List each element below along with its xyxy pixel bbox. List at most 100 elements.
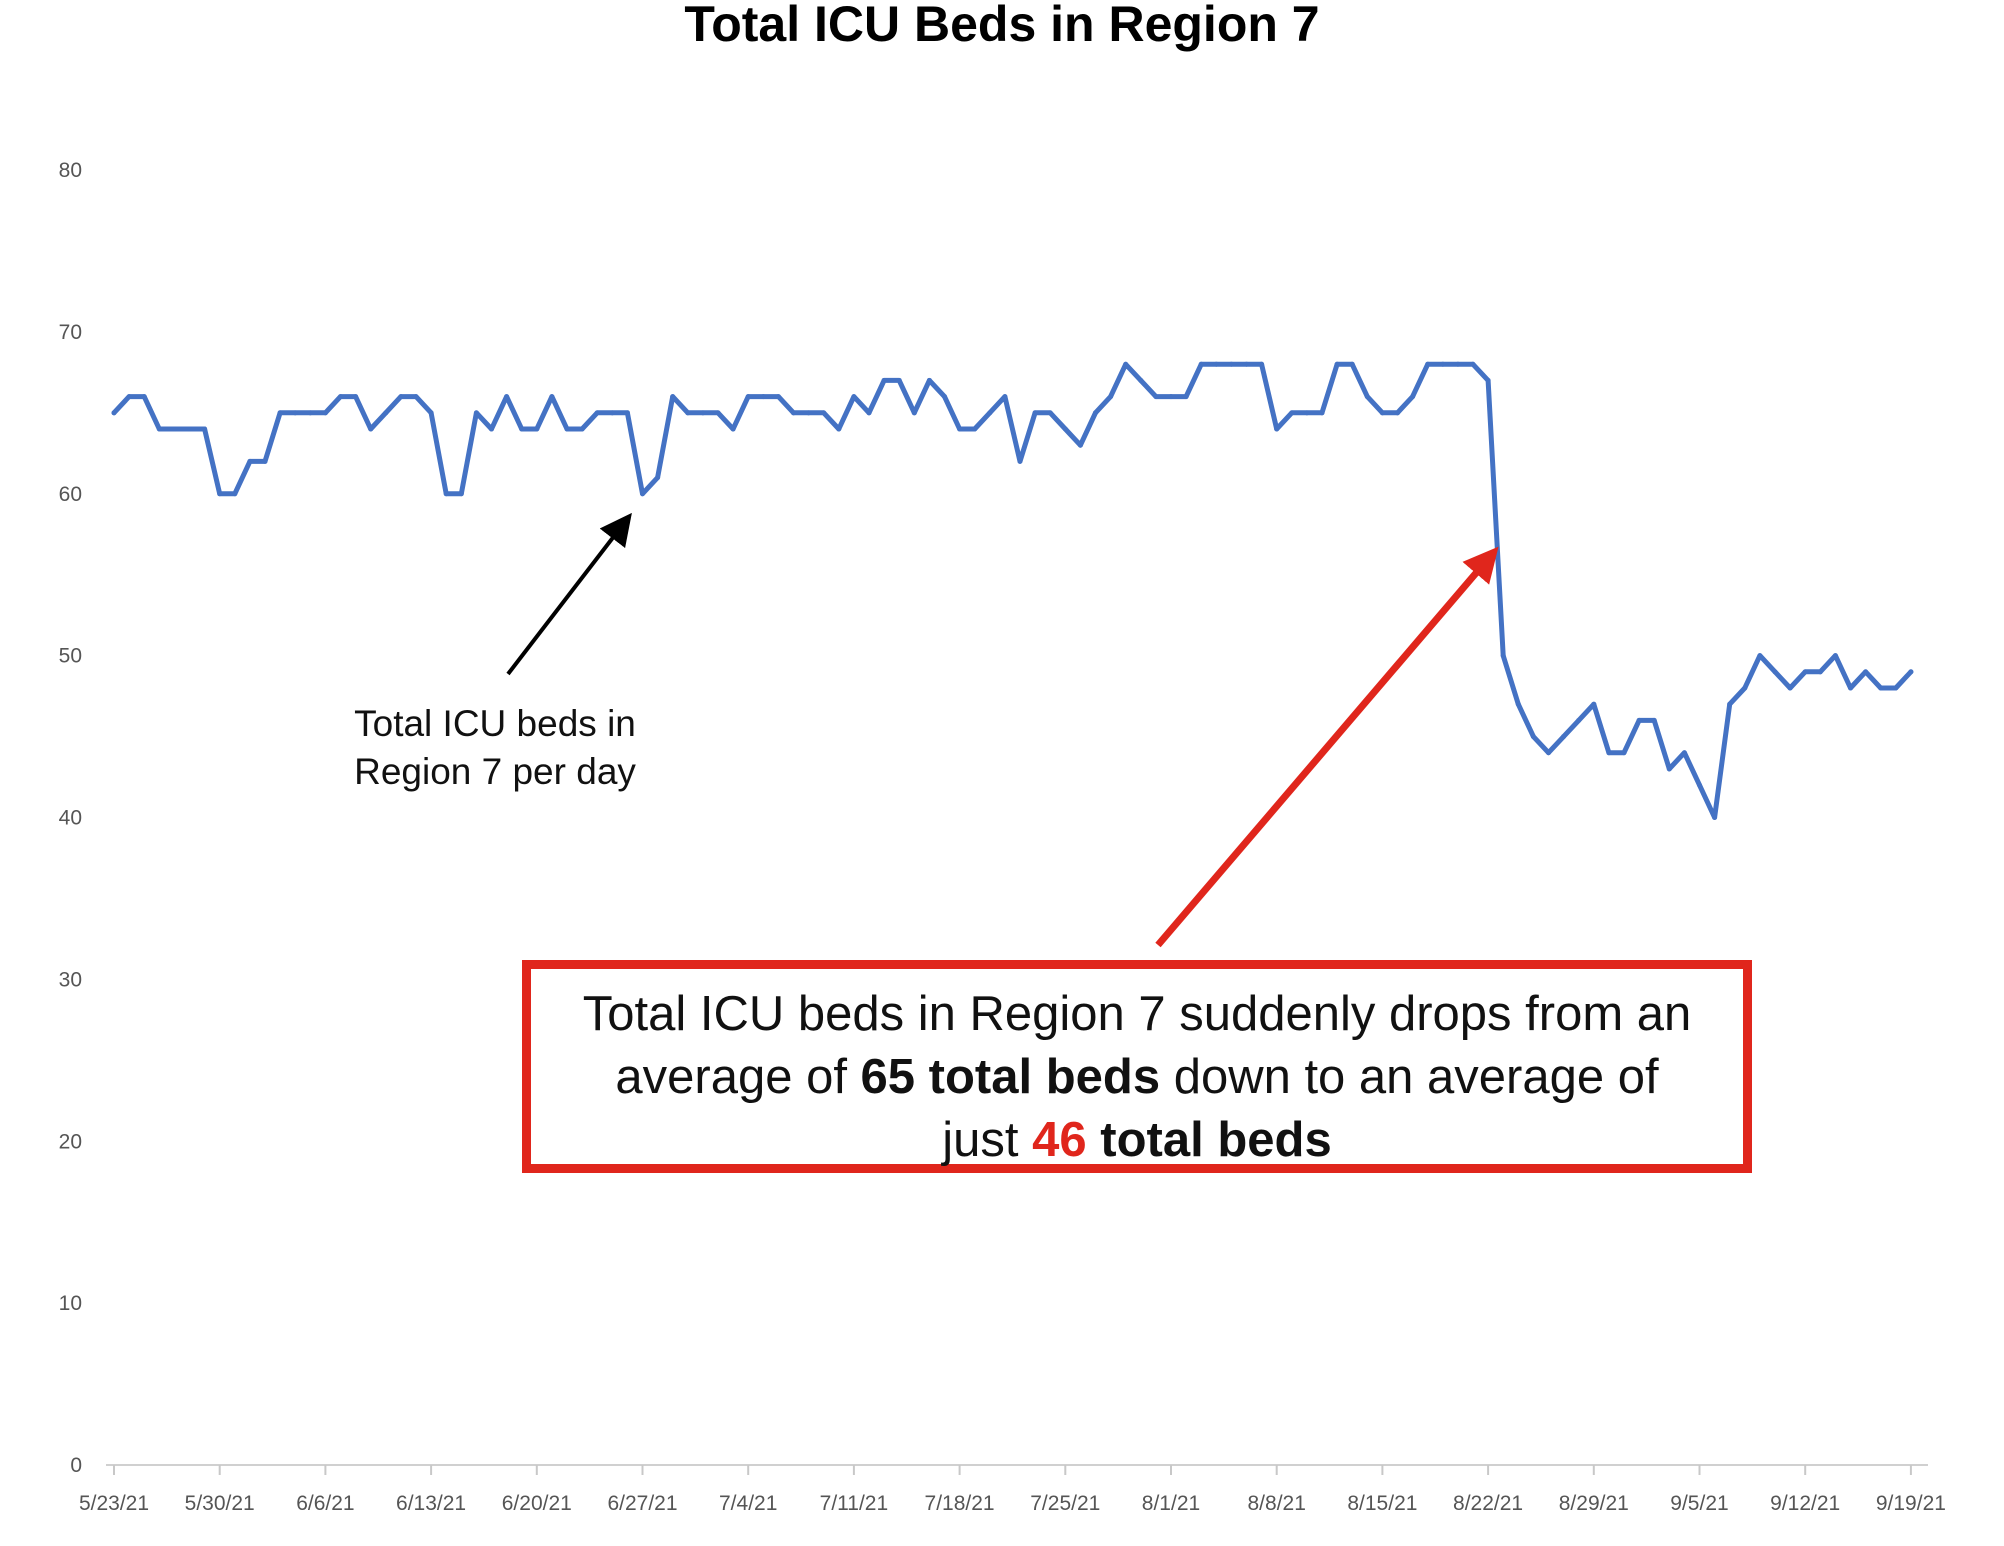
data-point bbox=[715, 410, 721, 416]
data-point bbox=[640, 491, 645, 497]
data-point bbox=[624, 410, 630, 416]
data-point bbox=[1334, 361, 1340, 367]
data-point bbox=[806, 410, 812, 416]
data-point bbox=[1168, 394, 1174, 400]
data-point bbox=[338, 394, 343, 400]
data-point bbox=[866, 410, 872, 416]
series-points bbox=[111, 361, 1914, 820]
data-point bbox=[262, 458, 268, 464]
data-point bbox=[277, 410, 283, 416]
data-point bbox=[1500, 653, 1506, 659]
data-point bbox=[428, 410, 434, 416]
data-point bbox=[1002, 394, 1008, 400]
callout-text: average of bbox=[615, 1050, 861, 1104]
x-tick-label: 9/5/21 bbox=[1670, 1492, 1728, 1515]
data-point bbox=[1772, 669, 1778, 675]
data-point bbox=[1289, 410, 1295, 416]
data-point bbox=[1697, 782, 1702, 788]
data-point bbox=[942, 394, 947, 400]
data-point bbox=[911, 410, 917, 416]
callout-arrow bbox=[1155, 546, 1499, 948]
x-tick-label: 6/27/21 bbox=[607, 1492, 677, 1515]
data-point bbox=[353, 394, 359, 400]
data-point bbox=[700, 410, 706, 416]
series-line-icu-beds bbox=[111, 361, 1914, 820]
data-point bbox=[1893, 685, 1899, 691]
data-point bbox=[655, 475, 661, 481]
x-tick-label: 6/20/21 bbox=[502, 1492, 572, 1515]
data-point bbox=[730, 426, 736, 432]
data-point bbox=[519, 426, 525, 432]
data-point bbox=[1349, 361, 1355, 367]
data-point bbox=[670, 394, 676, 400]
x-tick-label: 8/22/21 bbox=[1453, 1492, 1523, 1515]
data-point bbox=[1259, 361, 1265, 367]
data-point bbox=[1817, 669, 1823, 675]
data-point bbox=[1093, 410, 1098, 416]
callout-line-1: Total ICU beds in Region 7 suddenly drop… bbox=[582, 987, 1692, 1041]
data-point bbox=[1515, 701, 1521, 707]
data-point bbox=[398, 394, 404, 400]
data-point bbox=[1908, 669, 1914, 675]
data-point bbox=[1244, 361, 1249, 367]
x-tick-label: 6/13/21 bbox=[396, 1492, 466, 1515]
data-point bbox=[232, 491, 238, 497]
data-point bbox=[126, 394, 132, 400]
y-tick-label: 0 bbox=[70, 1454, 82, 1477]
data-point bbox=[156, 426, 162, 432]
callout-line-3: just 46 total beds bbox=[531, 1109, 1743, 1172]
data-point bbox=[1666, 766, 1672, 772]
x-tick-label: 6/6/21 bbox=[296, 1492, 354, 1515]
data-point bbox=[775, 394, 781, 400]
data-point bbox=[1410, 394, 1416, 400]
x-axis-ticks: 5/23/21 5/30/21 6/6/21 6/13/21 6/20/21 6/27/2… bbox=[79, 1465, 1946, 1515]
data-point bbox=[1742, 685, 1748, 691]
data-point bbox=[1228, 361, 1234, 367]
callout-text: down to an average of bbox=[1160, 1050, 1659, 1104]
small-annotation-line2: Region 7 per day bbox=[354, 751, 636, 792]
data-point bbox=[202, 426, 208, 432]
data-point bbox=[1379, 410, 1385, 416]
y-axis-ticks: 0 10 20 30 40 50 60 70 80 bbox=[59, 159, 82, 1477]
data-point bbox=[1576, 717, 1582, 723]
data-point bbox=[1546, 750, 1551, 756]
data-point bbox=[609, 410, 615, 416]
callout-highlight-46: 46 bbox=[1032, 1113, 1087, 1167]
data-point bbox=[111, 410, 117, 416]
data-point bbox=[1530, 734, 1536, 740]
data-point bbox=[1198, 361, 1204, 367]
data-point bbox=[987, 410, 993, 416]
callout-box: Total ICU beds in Region 7 suddenly drop… bbox=[522, 960, 1752, 1173]
y-tick-label: 50 bbox=[59, 645, 82, 668]
data-point bbox=[1591, 701, 1597, 707]
x-tick-label: 8/15/21 bbox=[1347, 1492, 1417, 1515]
y-tick-label: 20 bbox=[59, 1130, 82, 1153]
data-point bbox=[1183, 394, 1189, 400]
data-point bbox=[473, 410, 479, 416]
data-point bbox=[141, 394, 147, 400]
data-point bbox=[564, 426, 570, 432]
data-point bbox=[1606, 750, 1612, 756]
data-point bbox=[307, 410, 313, 416]
x-tick-label: 5/30/21 bbox=[185, 1492, 255, 1515]
x-tick-label: 8/29/21 bbox=[1559, 1492, 1629, 1515]
x-tick-label: 7/18/21 bbox=[925, 1492, 995, 1515]
data-point bbox=[1485, 377, 1491, 383]
data-point bbox=[1636, 717, 1642, 723]
small-annotation-arrow bbox=[506, 512, 632, 676]
data-point bbox=[1727, 701, 1733, 707]
y-tick-label: 60 bbox=[59, 483, 82, 506]
data-point bbox=[1017, 458, 1023, 464]
x-tick-label: 7/4/21 bbox=[719, 1492, 777, 1515]
data-point bbox=[1062, 426, 1068, 432]
x-tick-label: 8/1/21 bbox=[1142, 1492, 1200, 1515]
small-annotation: Total ICU beds in Region 7 per day bbox=[330, 700, 660, 796]
x-tick-label: 5/23/21 bbox=[79, 1492, 149, 1515]
y-tick-label: 30 bbox=[59, 968, 82, 991]
x-tick-label: 8/8/21 bbox=[1248, 1492, 1306, 1515]
data-point bbox=[217, 491, 223, 497]
data-point bbox=[368, 426, 374, 432]
data-point bbox=[1848, 685, 1853, 691]
data-point bbox=[926, 377, 932, 383]
x-tick-label: 7/25/21 bbox=[1030, 1492, 1100, 1515]
